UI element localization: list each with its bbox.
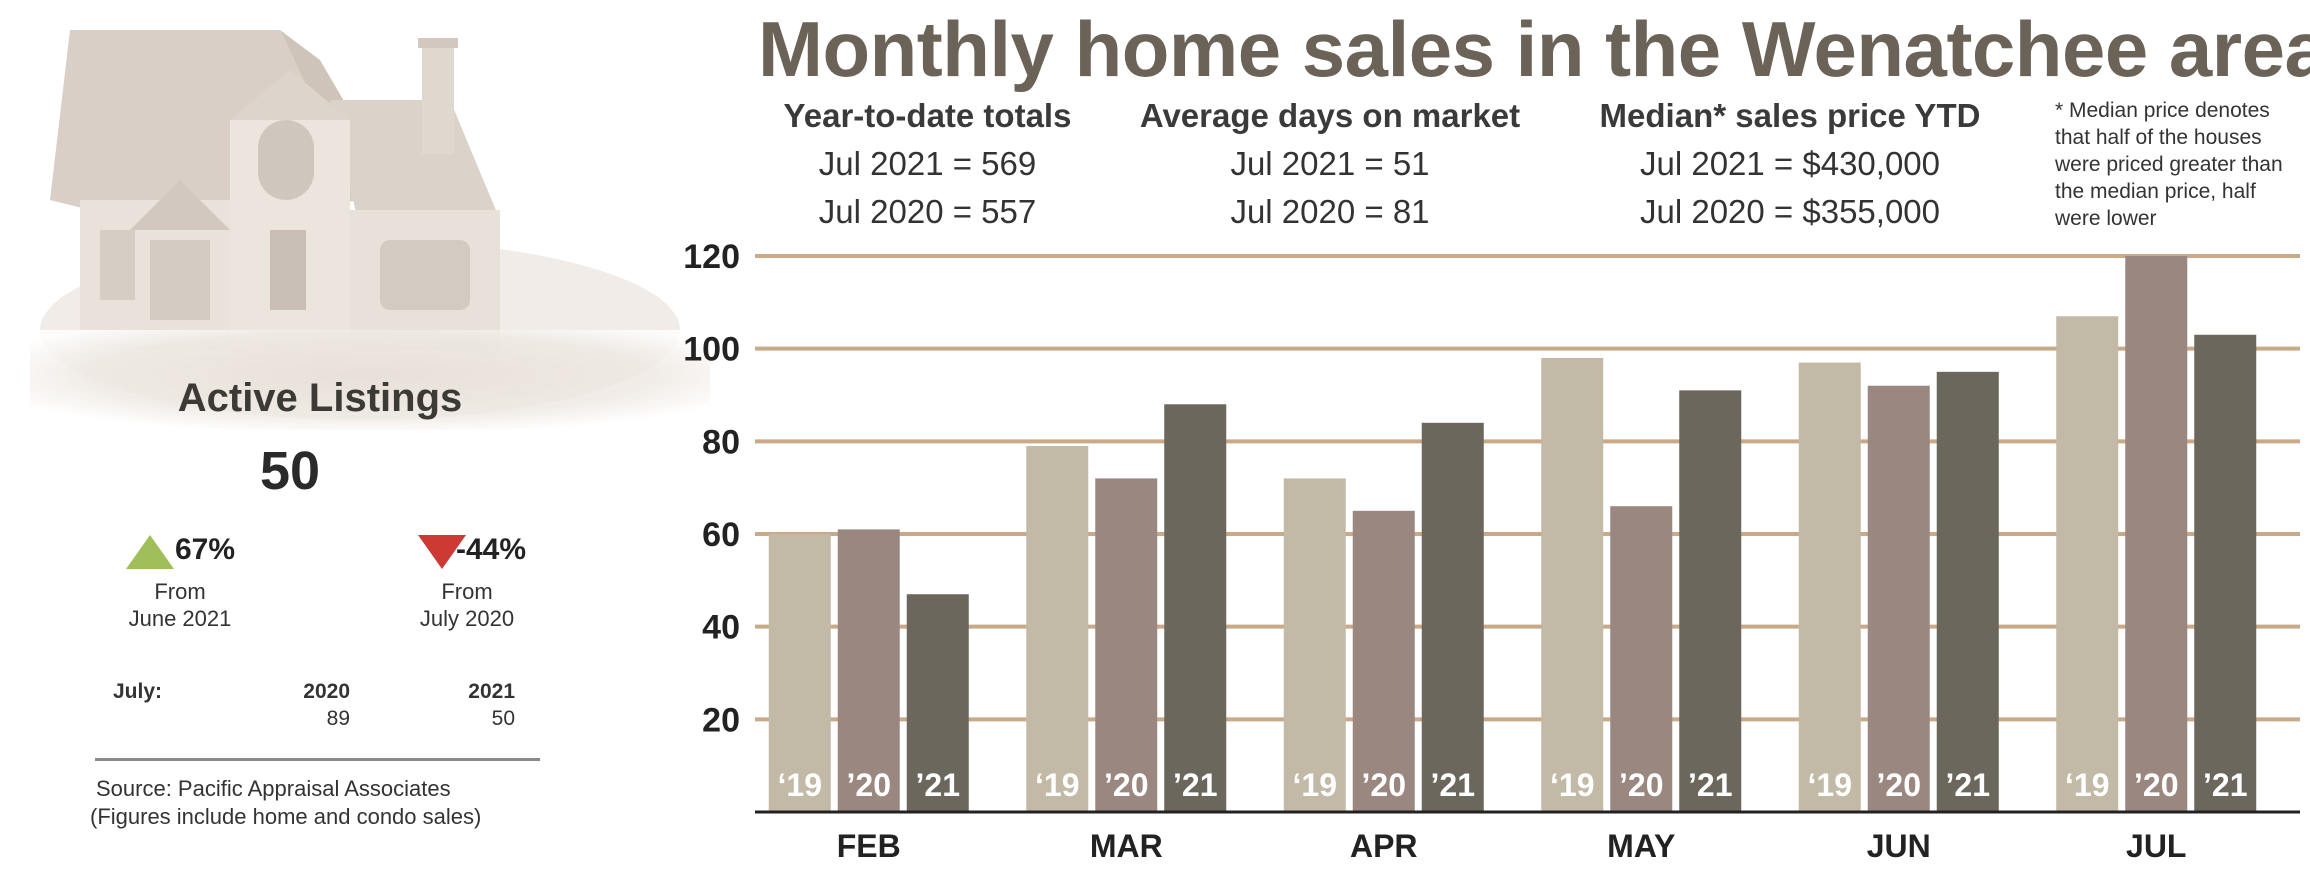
bar — [768, 534, 831, 812]
stat-price-2020: Jul 2020 = $355,000 — [1639, 193, 1940, 230]
y-tick-label: 120 — [683, 238, 740, 276]
table-header-2020: 2020 — [303, 680, 350, 703]
stat-days-2020: Jul 2020 = 81 — [1230, 193, 1430, 230]
table-header-2021: 2021 — [468, 680, 515, 703]
bar-series-label: ‘19 — [2065, 767, 2109, 803]
change-from-june-label: From June 2021 — [128, 579, 232, 631]
stat-days-heading: Average days on market — [1139, 97, 1521, 134]
change-from-july-label: From July 2020 — [419, 579, 515, 631]
bar — [837, 529, 900, 812]
active-listings-panel: Active Listings 50 67% From June 2021 -4… — [0, 0, 720, 870]
y-tick-label: 100 — [683, 331, 740, 369]
bar-series-label: ’21 — [1173, 767, 1217, 803]
bar-series-label: ‘19 — [1035, 767, 1079, 803]
bar-series-label: ’21 — [916, 767, 960, 803]
stat-ytd-heading: Year-to-date totals — [783, 97, 1072, 134]
arrow-up-icon — [126, 535, 174, 569]
bar-series-label: ’21 — [1431, 767, 1475, 803]
bar — [906, 594, 969, 812]
bar — [2125, 256, 2188, 812]
y-tick-label: 20 — [702, 701, 740, 739]
active-listings-title: Active Listings — [177, 376, 463, 420]
x-category-label: JUL — [2126, 828, 2186, 864]
stat-ytd-2021: Jul 2021 = 569 — [818, 145, 1037, 182]
table-value-2020: 89 — [326, 707, 350, 730]
bar — [1095, 478, 1158, 812]
stat-price-2021: Jul 2021 = $430,000 — [1639, 145, 1940, 182]
x-category-label: MAY — [1607, 828, 1675, 864]
x-category-label: JUN — [1867, 828, 1931, 864]
stat-price-heading: Median* sales price YTD — [1599, 97, 1981, 134]
source-line: Source: Pacific Appraisal Associates — [96, 776, 451, 801]
bar-series-label: ‘19 — [778, 767, 822, 803]
change-from-july: -44% — [456, 533, 527, 566]
table-value-2021: 50 — [491, 707, 515, 730]
bar-series-label: ’21 — [1688, 767, 1732, 803]
bar — [1352, 510, 1415, 812]
bar-series-label: ’20 — [2134, 767, 2178, 803]
bar — [1421, 422, 1484, 812]
bar — [1798, 362, 1861, 812]
bar-series-label: ’20 — [1877, 767, 1921, 803]
x-category-label: FEB — [837, 828, 901, 864]
bar-series-label: ’20 — [1619, 767, 1663, 803]
bar-series-label: ’20 — [847, 767, 891, 803]
bar — [1679, 390, 1742, 812]
bar-series-label: ‘19 — [1550, 767, 1594, 803]
bar-series-label: ’20 — [1104, 767, 1148, 803]
active-listings-value: 50 — [259, 441, 321, 501]
bar — [1610, 506, 1673, 812]
bar — [2194, 334, 2257, 812]
arrow-down-icon — [418, 535, 466, 569]
bar — [1164, 404, 1227, 812]
stat-ytd-2020: Jul 2020 = 557 — [818, 193, 1037, 230]
bar-series-label: ’21 — [2203, 767, 2247, 803]
y-tick-label: 40 — [702, 609, 740, 647]
bar — [1867, 385, 1930, 812]
bar-series-label: ’21 — [1946, 767, 1990, 803]
table-row-label: July: — [113, 680, 163, 703]
bar — [2056, 316, 2119, 812]
source-note: (Figures include home and condo sales) — [90, 804, 482, 829]
bar-series-label: ’20 — [1362, 767, 1406, 803]
divider — [95, 758, 540, 761]
bar — [1283, 478, 1346, 812]
page-title: Monthly home sales in the Wenatchee area — [758, 5, 2310, 93]
bar — [1026, 445, 1089, 812]
bar-series-label: ‘19 — [1808, 767, 1852, 803]
bar — [1936, 371, 1999, 812]
y-tick-label: 80 — [702, 423, 740, 461]
x-category-label: APR — [1350, 828, 1418, 864]
house-illustration — [30, 30, 710, 430]
median-footnote: * Median price denotes that half of the … — [2055, 99, 2283, 230]
change-from-june: 67% — [175, 533, 236, 566]
x-category-label: MAR — [1090, 828, 1163, 864]
bar — [1541, 357, 1604, 812]
stat-days-2021: Jul 2021 = 51 — [1230, 145, 1430, 182]
bar-series-label: ‘19 — [1293, 767, 1337, 803]
y-tick-label: 60 — [702, 516, 740, 554]
